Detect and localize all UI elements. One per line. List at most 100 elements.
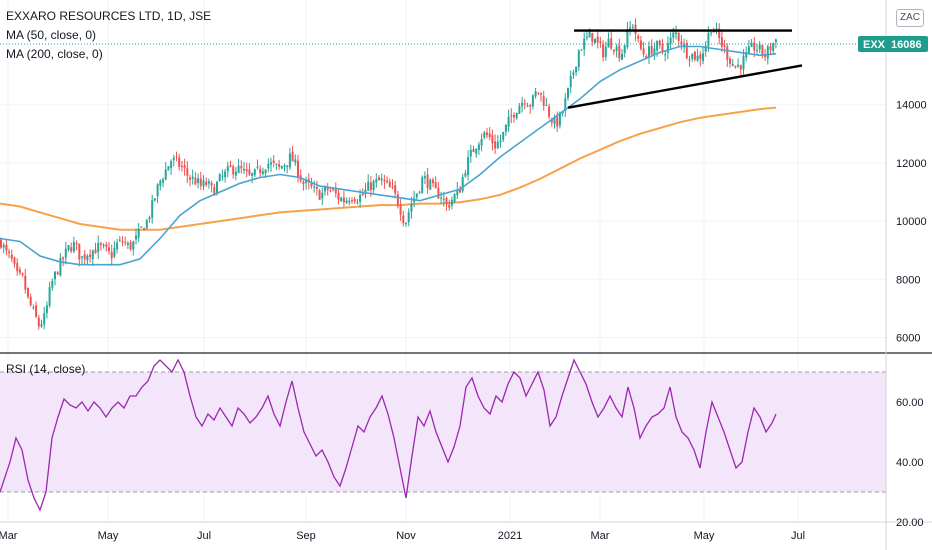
candle-body [772,43,775,51]
ma50-series [0,45,777,266]
candle-body [108,247,110,252]
candle-body [423,176,426,179]
last-price-value: 16086 [891,39,922,51]
candle-body [197,178,200,184]
ma200-line [0,106,777,231]
candle-body [718,28,721,39]
candle-body [2,244,5,248]
candle-body [521,102,524,107]
candle-body [326,187,329,190]
candle-body [183,165,186,169]
candle-body [342,197,345,203]
candle-body [421,177,424,193]
candle-body [648,46,650,58]
candle-body [464,173,467,177]
candle-body [315,186,318,190]
candle-body [148,217,151,220]
candle-body [81,256,83,258]
candle-body [54,271,56,280]
candle-body [742,56,745,70]
candle-body [89,254,92,258]
candle-body [575,66,578,73]
candle-body [364,189,367,195]
candle-body [313,186,316,188]
candle-body [429,179,432,190]
candle-body [332,189,335,191]
candle-body [739,65,742,70]
currency-badge[interactable]: ZAC [896,9,924,27]
candle-body [666,43,669,53]
candle-body [51,280,54,288]
candle-body [70,247,73,252]
candle-body [318,190,321,200]
time-tick-label: Mar [0,530,18,542]
price-tick-label: 12000 [896,158,927,170]
candle-body [359,195,362,202]
candle-body [664,54,667,56]
candle-body [418,191,421,193]
candle-body [378,177,380,181]
candle-body [229,165,232,167]
candle-body [116,242,119,250]
candle-body [286,165,289,168]
candle-body [448,204,451,208]
candle-body [753,42,756,51]
candle-body [186,168,189,176]
candle-body [720,37,723,47]
candle-body [172,157,175,160]
candle-body [394,185,397,194]
candle-body [334,189,337,194]
candle-body [369,182,372,191]
candle-body [510,115,513,117]
candle-body [8,251,11,253]
candle-body [548,106,551,117]
candle-body [153,198,156,201]
candle-body [653,48,656,55]
candle-body [567,87,569,99]
candle-body [507,116,510,127]
candle-body [388,181,391,188]
candle-body [110,252,113,259]
time-tick-label: Jul [197,530,211,542]
candle-body [356,202,359,204]
candle-body [499,140,502,143]
candle-body [634,24,637,34]
candle-body [442,198,445,200]
candle-body [194,177,197,185]
candle-body [531,95,534,107]
ma200-series [0,106,777,231]
candle-body [337,192,340,200]
candle-body [216,181,218,194]
candle-body [64,248,67,258]
candle-body [637,35,640,39]
candle-body [599,41,602,44]
last-price-symbol: EXX [863,39,886,51]
candle-body [126,243,129,245]
candle-body [59,257,62,276]
price-tick-label: 10000 [896,216,927,228]
candle-body [302,181,305,184]
candle-body [83,254,86,260]
ma50-legend: MA (50, close, 0) [6,28,97,42]
candle-body [432,179,434,184]
candle-body [270,162,272,165]
candle-body [245,169,248,172]
candle-body [35,305,38,317]
candle-body [97,242,100,252]
candle-body [237,165,240,173]
candle-body [729,58,731,64]
candle-body [27,287,29,297]
candle-body [556,116,559,127]
candle-body [99,243,102,245]
candle-body [437,187,440,199]
last-price-badge [858,36,928,53]
candle-body [426,174,429,188]
candle-body [86,255,89,261]
candle-body [234,171,237,176]
candle-body [261,171,264,174]
candle-body [405,222,407,225]
candle-body [553,118,556,125]
candle-body [688,59,691,61]
candle-body [623,45,626,54]
